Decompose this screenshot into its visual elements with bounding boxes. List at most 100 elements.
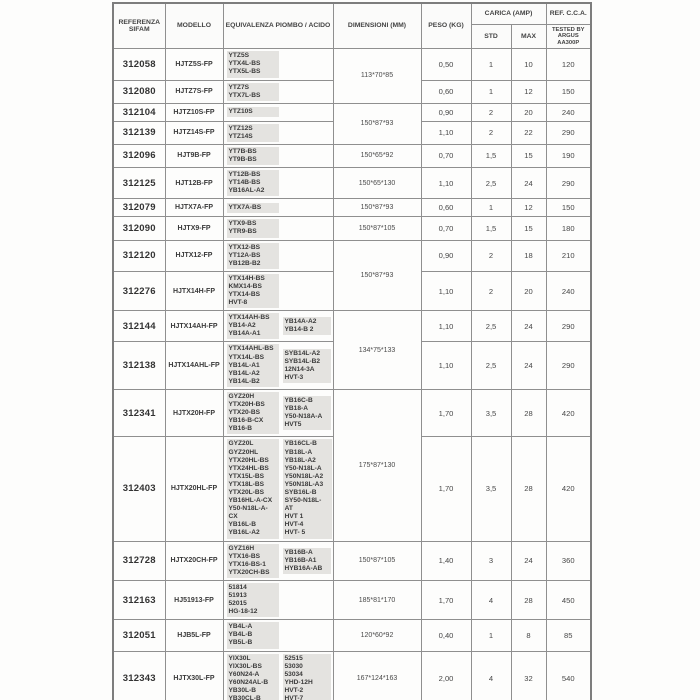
equivalenza-lists: YB4L-A YB4L-B YB5L-B [226,622,332,649]
carica-max-cell: 18 [510,239,547,272]
ref-cca-cell: 150 [545,79,592,104]
carica-max-cell: 32 [510,650,547,700]
carica-max-cell: 28 [510,388,547,438]
table-row: 312058 HJTZ5S-FP YTZ5S YTX4L-BS YTX5L-BS 11… [112,48,592,104]
carica-max-cell: 20 [510,270,547,312]
equivalenza-list-primary: 51814 51913 52015 HG-18-12 [226,582,279,618]
header-std: STD [470,23,512,50]
equivalenza-cell: YT7B-BS YT9B-BS [222,143,334,169]
modello-cell: HJ51913-FP [164,579,224,621]
header-max: MAX [510,23,547,50]
equivalenza-list-primary: YTX14H-BS KMX14-BS YTX14-BS HVT-8 [226,273,279,309]
table-row: 312276 HJTX14H-FP YTX14H-BS KMX14-BS YTX14… [112,270,592,312]
ref-cca-cell: 450 [545,579,592,621]
ref-cca-cell: 360 [545,540,592,581]
referenza-sifam-cell: 312079 [112,198,166,218]
carica-max-cell: 28 [510,436,547,542]
ref-cca-cell: 420 [545,436,592,542]
peso-cell: 1,70 [420,579,472,621]
ref-cca-cell: 210 [545,239,592,272]
referenza-sifam-cell: 312728 [112,540,166,581]
carica-std-cell: 4 [470,579,512,621]
header-modello: MODELLO [164,2,224,50]
carica-max-cell: 24 [510,310,547,343]
ref-cca-cell: 150 [545,198,592,218]
carica-std-cell: 1,5 [470,216,512,241]
modello-cell: HJT9B-FP [164,143,224,169]
equivalenza-lists: YT12B-BS YT14B-BS YB16AL-A2 [226,170,332,197]
equivalenza-list-secondary: YB16B-A YB16B-A1 HYB16A-AB [282,547,331,574]
carica-std-cell: 4 [470,650,512,700]
header-carica-amp: CARICA (AMP) [470,2,547,25]
ref-cca-cell: 290 [545,167,592,200]
carica-max-cell: 24 [510,540,547,581]
equivalenza-lists: YTX14AHL-BS YTX14L-BS YB14L-A1 YB14L-A2 … [226,344,332,387]
referenza-sifam-cell: 312139 [112,120,166,145]
dimensioni-cell: 150*87*93 [332,198,422,218]
peso-cell: 0,70 [420,216,472,241]
peso-cell: 1,10 [420,120,472,145]
equivalenza-list-primary: YTX14AH-BS YB14-A2 YB14A-A1 [226,313,279,340]
modello-cell: HJTX14AHL-FP [164,341,224,390]
carica-max-cell: 12 [510,198,547,218]
dimensioni-cell: 150*87*105 [332,540,422,581]
equivalenza-lists: YTX14AH-BS YB14-A2 YB14A-A1 YB14A-A2 YB14… [226,313,332,340]
dimensioni-cell: 167*124*163 [332,650,422,700]
modello-cell: HJTX20HL-FP [164,436,224,542]
equivalenza-cell: YIX30L YIX30L-BS Y60N24-A Y60N24AL-B YB3… [222,650,334,700]
referenza-sifam-cell: 312276 [112,270,166,312]
referenza-sifam-cell: 312144 [112,310,166,343]
equivalenza-lists: YIX30L YIX30L-BS Y60N24-A Y60N24AL-B YB3… [226,653,332,700]
referenza-sifam-cell: 312341 [112,388,166,438]
carica-std-cell: 2,5 [470,341,512,390]
carica-std-cell: 2 [470,270,512,312]
peso-cell: 0,40 [420,619,472,652]
referenza-sifam-cell: 312343 [112,650,166,700]
ref-cca-cell: 540 [545,650,592,700]
equivalenza-list-primary: GYZ20H YTX20H-BS YTX20-BS YB16-B-CX YB16… [226,391,279,435]
equivalenza-cell: YTX9-BS YTR9-BS [222,216,334,241]
peso-cell: 0,60 [420,198,472,218]
referenza-sifam-cell: 312080 [112,79,166,104]
dimensioni-cell: 150*87*105 [332,216,422,241]
carica-std-cell: 3 [470,540,512,581]
header-tested-by: TESTED BY ARGUS AA300P [545,23,592,50]
modello-cell: HJTZ5S-FP [164,48,224,81]
equivalenza-list-primary: YTZ7S YTX7L-BS [226,82,279,101]
table-row: 312163 HJ51913-FP 51814 51913 52015 HG-18-… [112,579,592,621]
referenza-sifam-cell: 312058 [112,48,166,81]
peso-cell: 1,40 [420,540,472,581]
peso-cell: 0,90 [420,239,472,272]
ref-cca-cell: 290 [545,120,592,145]
ref-cca-cell: 290 [545,310,592,343]
equivalenza-lists: GYZ16H YTX16-BS YTX16-BS-1 YTX20CH-BS YB1… [226,543,332,578]
carica-max-cell: 15 [510,216,547,241]
table-row: 312080 HJTZ7S-FP YTZ7S YTX7L-BS 0,60 1 12 150 [112,79,592,104]
carica-max-cell: 24 [510,341,547,390]
header-dimensioni: DIMENSIONI (MM) [332,2,422,50]
table-row: 312104 HJTZ10S-FP YTZ10S 150*87*93 0,90 2 20 24… [112,102,592,145]
peso-cell: 1,10 [420,341,472,390]
equivalenza-list-secondary: 52515 53030 53034 YHD-12H HVT-2 HVT-7 [282,653,331,700]
referenza-sifam-cell: 312051 [112,619,166,652]
equivalenza-list-primary: YTZ5S YTX4L-BS YTX5L-BS [226,51,279,78]
carica-std-cell: 2 [470,120,512,145]
equivalenza-lists: YT7B-BS YT9B-BS [226,146,332,166]
table-header: REFERENZA SIFAM MODELLO EQUIVALENZA PIOM… [112,2,592,50]
ref-cca-cell: 85 [545,619,592,652]
dimensioni-cell: 150*87*93 [332,239,422,312]
dimensioni-cell: 175*87*130 [332,388,422,542]
carica-std-cell: 1 [470,198,512,218]
modello-cell: HJTZ7S-FP [164,79,224,104]
modello-cell: HJB5L-FP [164,619,224,652]
modello-cell: HJTX20CH-FP [164,540,224,581]
dimensioni-cell: 134*75*133 [332,310,422,390]
table-row: 312144 HJTX14AH-FP YTX14AH-BS YB14-A2 YB14… [112,310,592,390]
referenza-sifam-cell: 312120 [112,239,166,272]
ref-cca-cell: 240 [545,102,592,122]
modello-cell: HJTZ14S-FP [164,120,224,145]
modello-cell: HJTX20H-FP [164,388,224,438]
peso-cell: 1,10 [420,270,472,312]
equivalenza-lists: YTZ10S [226,107,332,118]
